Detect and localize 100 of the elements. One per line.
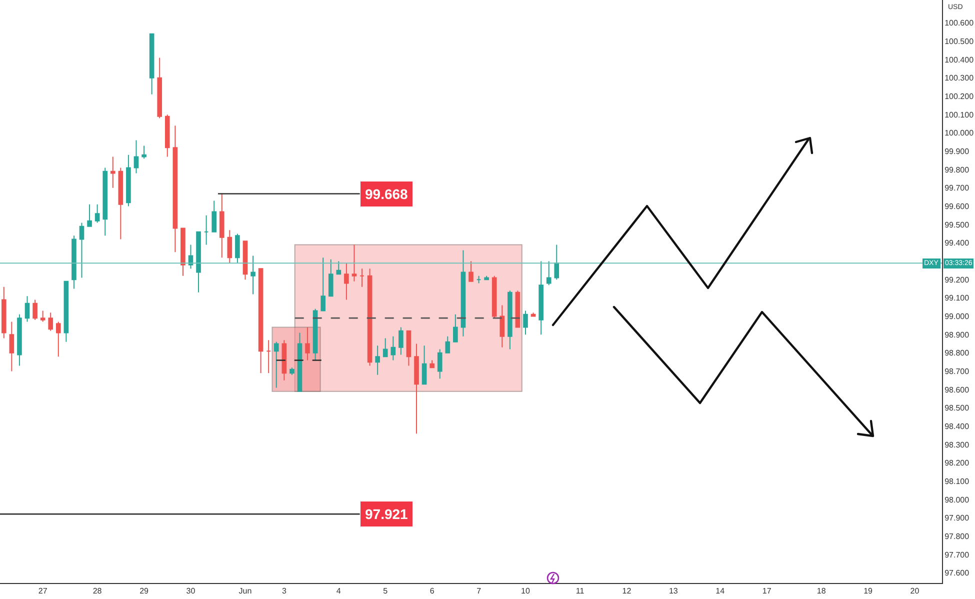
candlestick (460, 250, 466, 337)
candlestick (546, 260, 552, 286)
x-tick-label: 29 (140, 586, 150, 596)
candlestick (212, 200, 216, 232)
candlestick (390, 336, 396, 361)
candlestick (9, 321, 14, 372)
x-tick-label: 27 (38, 586, 48, 596)
x-tick-label: 7 (476, 586, 482, 596)
candlestick (48, 312, 54, 332)
candlestick (530, 312, 536, 317)
candlestick (172, 125, 178, 253)
x-tick-label: 6 (430, 586, 435, 596)
candlestick (476, 275, 482, 284)
y-tick-label: 98.400 (944, 422, 970, 432)
candlestick (126, 154, 131, 207)
candlestick (320, 257, 326, 312)
candlestick (297, 332, 302, 392)
ref-line-label: 97.921 (365, 506, 408, 522)
candlestick (508, 290, 512, 350)
candlestick (164, 114, 170, 158)
candlestick (17, 314, 22, 366)
candlestick (305, 326, 310, 361)
y-tick-label: 98.800 (944, 348, 970, 358)
y-tick-label: 100.500 (944, 37, 974, 46)
y-tick-label: 98.500 (944, 404, 970, 413)
candlestick (24, 296, 30, 322)
y-tick-label: 98.000 (944, 495, 970, 504)
y-tick-label: 100.300 (944, 74, 974, 83)
candlestick (500, 304, 505, 348)
candlestick (118, 167, 124, 240)
candlestick (375, 345, 380, 376)
candlestick (94, 204, 100, 224)
y-tick-label: 98.100 (944, 477, 970, 486)
candlestick (227, 230, 232, 264)
candlestick (196, 231, 201, 293)
candlestick (157, 57, 162, 119)
candlestick (437, 348, 442, 380)
candlestick (102, 167, 108, 236)
y-tick-label: 98.900 (944, 330, 970, 340)
y-tick-label: 98.600 (944, 385, 970, 394)
y-tick-label: 97.900 (944, 514, 970, 523)
y-tick-label: 97.700 (944, 550, 970, 560)
x-tick-label: 28 (92, 586, 102, 596)
y-tick-label: 100.000 (944, 128, 974, 138)
candlestick (64, 280, 69, 342)
candlestick (538, 260, 544, 336)
candlestick (134, 140, 139, 174)
y-tick-label: 99.000 (944, 312, 970, 322)
candlestick (72, 235, 76, 290)
x-tick-label: 3 (282, 586, 287, 596)
candlestick (110, 156, 116, 188)
x-tick-label: 12 (622, 586, 632, 596)
candlestick (87, 204, 92, 227)
y-tick-label: 99.200 (944, 275, 970, 284)
candlestick (149, 33, 154, 95)
x-tick-label: 19 (864, 586, 874, 596)
candlestick (250, 255, 256, 295)
x-tick-label: 14 (716, 586, 726, 596)
x-tick-label: 30 (186, 586, 196, 596)
y-tick-label: 99.700 (944, 184, 970, 193)
x-tick-label: 17 (762, 586, 772, 596)
candlestick (79, 222, 84, 278)
candlestick (266, 340, 271, 374)
y-tick-label: 99.600 (944, 202, 970, 212)
candlestick (344, 262, 349, 300)
candlestick (142, 145, 146, 160)
candlestick (523, 310, 528, 336)
y-tick-label: 100.100 (944, 110, 974, 120)
x-tick-label: Jun (238, 586, 252, 596)
ref-line-label: 99.668 (365, 186, 408, 202)
candlestick (554, 244, 560, 280)
y-tick-label: 99.400 (944, 238, 970, 248)
candlestick (352, 244, 357, 282)
candlestick (180, 228, 186, 276)
candlestick (274, 341, 279, 388)
candlestick (453, 314, 458, 342)
candlestick (328, 258, 334, 297)
x-tick-label: 4 (336, 586, 342, 596)
candlestick (242, 240, 248, 280)
y-tick-label: 99.800 (944, 165, 970, 174)
y-tick-label: 98.200 (944, 458, 970, 468)
candlestick (56, 321, 61, 358)
candlestick (258, 268, 264, 374)
x-tick-label: 5 (383, 586, 388, 596)
candlestick (32, 299, 38, 320)
y-tick-label: 99.100 (944, 294, 970, 303)
y-tick-label: 100.200 (944, 92, 974, 102)
candlestick (492, 275, 497, 319)
candlestick (468, 260, 474, 282)
candlestick (188, 244, 194, 270)
x-tick-label: 13 (668, 586, 678, 596)
x-tick-label: 11 (576, 586, 585, 596)
y-tick-label: 100.600 (944, 18, 974, 28)
candlestick (367, 268, 372, 366)
candlestick (204, 214, 209, 246)
candlestick (40, 310, 46, 322)
candlestick (219, 192, 224, 258)
candlestick (515, 290, 520, 328)
candlestick (360, 268, 364, 288)
x-tick-label: 10 (521, 586, 530, 596)
